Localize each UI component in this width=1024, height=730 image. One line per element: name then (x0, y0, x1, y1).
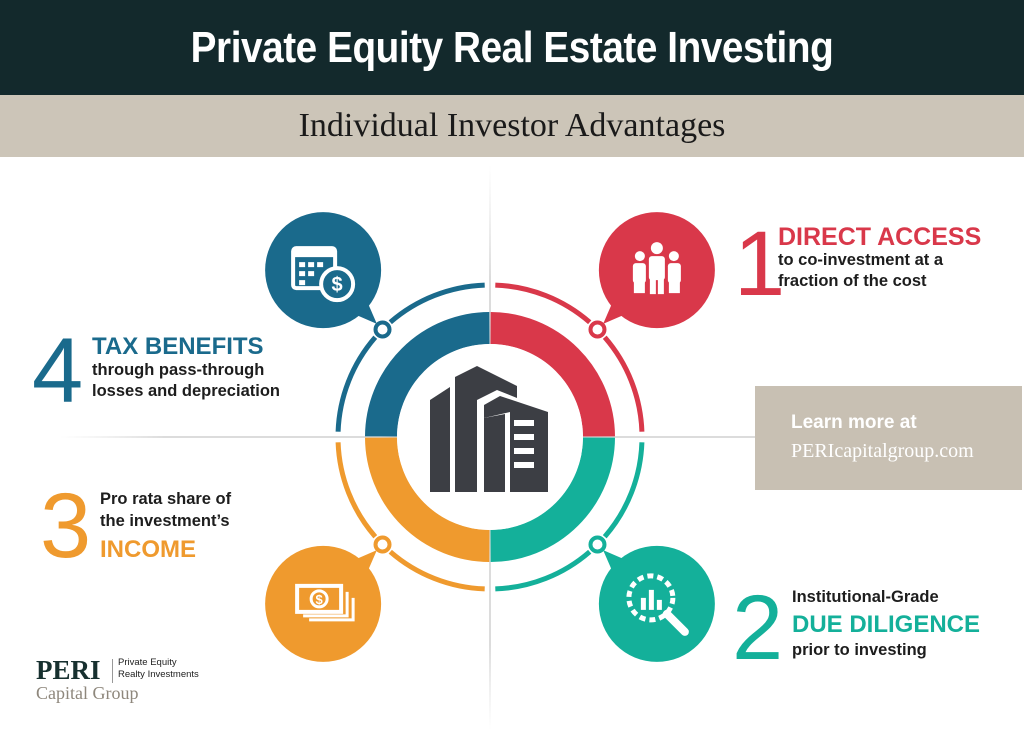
logo-tagline-2: Realty Investments (118, 669, 199, 680)
advantage-1-heading: DIRECT ACCESS (778, 223, 982, 251)
learn-more-label: Learn more at (791, 412, 917, 433)
income-inner-ring-segment (365, 437, 490, 562)
direct-access-outer-ring-arc (495, 282, 592, 325)
advantage-4-line-1: through pass-through (92, 361, 265, 379)
due-diligence-connector-node (588, 535, 607, 554)
advantage-2-number: 2 (732, 577, 784, 679)
logo-tagline-1: Private Equity (118, 657, 177, 668)
advantage-1-line-1: to co-investment at a (778, 251, 944, 269)
svg-text:$: $ (332, 274, 343, 296)
advantage-1-line-2: fraction of the cost (778, 272, 927, 290)
due-diligence-outer-ring-arc (495, 549, 592, 592)
logo-tagline: Private Equity Realty Investments (118, 657, 199, 681)
due-diligence-outer-ring-arc (602, 442, 645, 539)
income-icon-bubble (265, 545, 382, 662)
advantage-4-line-2: losses and depreciation (92, 382, 280, 400)
advantage-4-heading: TAX BENEFITS (92, 333, 264, 360)
income-outer-ring-arc (388, 549, 485, 592)
advantage-4-number: 4 (32, 320, 84, 422)
advantage-2-line-1: prior to investing (792, 641, 927, 659)
logo-name: PERI (36, 655, 101, 685)
income-connector-node (373, 535, 392, 554)
income-outer-ring-arc (335, 442, 378, 539)
learn-more-box[interactable]: Learn more at PERIcapitalgroup.com (755, 386, 1022, 490)
advantage-2-pre: Institutional-Grade (792, 588, 939, 606)
direct-access-outer-ring-arc (602, 335, 645, 432)
calendar-dollar-icon: $ (291, 246, 356, 303)
logo-subname: Capital Group (36, 683, 139, 703)
tax-benefits-connector-node (373, 320, 392, 339)
due-diligence-inner-ring-segment (490, 437, 615, 562)
svg-text:$: $ (316, 592, 324, 607)
logo-divider (112, 659, 113, 683)
advantage-3-line-1: Pro rata share of (100, 490, 232, 508)
people-group-icon (632, 242, 681, 295)
cash-stack-icon: $ (295, 583, 355, 622)
website-link[interactable]: PERIcapitalgroup.com (791, 440, 974, 462)
tax-benefits-outer-ring-arc (388, 282, 485, 325)
direct-access-connector-node (588, 320, 607, 339)
magnifier-chart-icon (626, 573, 689, 636)
subtitle-banner: Individual Investor Advantages (0, 95, 1024, 157)
advantage-3-line-2: the investment’s (100, 512, 230, 530)
title-banner: Private Equity Real Estate Investing (0, 0, 1024, 95)
advantage-2-heading: DUE DILIGENCE (792, 611, 981, 638)
direct-access-inner-ring-segment (490, 312, 615, 437)
advantage-1-number: 1 (734, 213, 786, 315)
office-building-icon (430, 366, 548, 492)
tax-benefits-icon-bubble (265, 212, 382, 329)
tax-benefits-inner-ring-segment (365, 312, 490, 437)
advantage-3-number: 3 (40, 475, 92, 577)
advantage-3-heading: INCOME (100, 536, 196, 563)
page-subtitle: Individual Investor Advantages (298, 107, 726, 144)
tax-benefits-outer-ring-arc (335, 335, 378, 432)
page-title: Private Equity Real Estate Investing (190, 23, 834, 72)
